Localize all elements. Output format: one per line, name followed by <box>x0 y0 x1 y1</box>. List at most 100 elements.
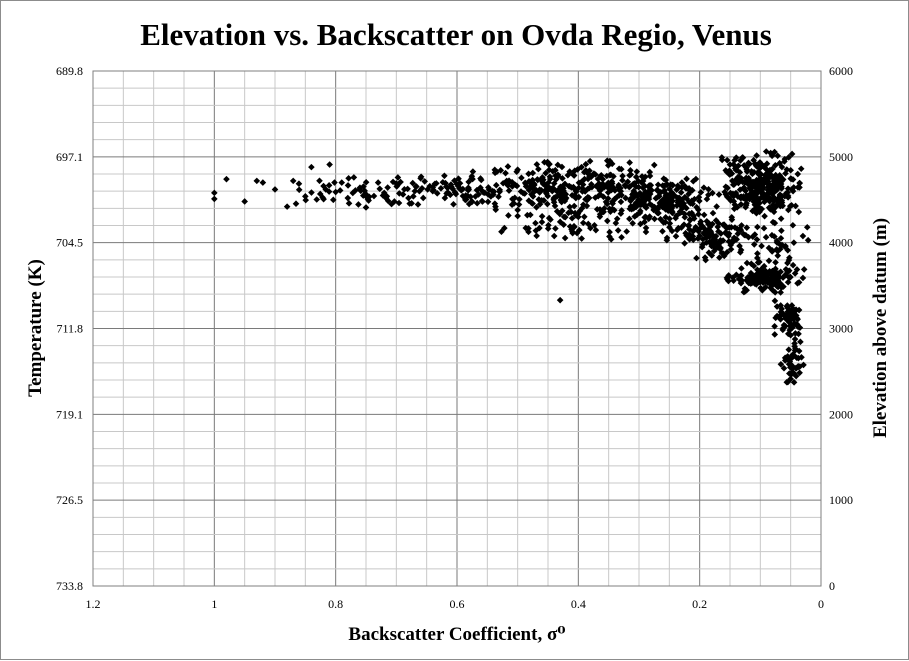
data-point <box>336 187 344 194</box>
data-point <box>302 196 310 204</box>
data-point <box>514 206 521 214</box>
data-point <box>776 192 784 200</box>
data-point <box>473 186 481 194</box>
data-point <box>253 177 261 185</box>
data-point <box>732 165 740 173</box>
data-point <box>725 230 733 237</box>
data-point <box>703 195 711 203</box>
data-point <box>446 191 454 199</box>
data-point <box>617 198 625 206</box>
data-point <box>586 167 593 175</box>
data-point <box>804 236 812 244</box>
data-point <box>754 223 761 231</box>
data-point <box>404 185 411 193</box>
data-point <box>776 312 784 320</box>
data-point <box>525 228 532 236</box>
data-point <box>394 174 402 181</box>
data-point <box>777 315 784 323</box>
data-point <box>729 274 737 281</box>
data-point <box>673 186 680 193</box>
data-point <box>582 195 589 203</box>
data-point <box>559 188 567 195</box>
data-point <box>778 183 785 191</box>
data-point <box>628 205 635 213</box>
data-point <box>754 187 761 194</box>
data-point <box>459 192 467 200</box>
data-point <box>292 200 300 207</box>
data-point <box>787 273 794 281</box>
data-point <box>635 183 643 191</box>
data-point <box>750 156 757 164</box>
data-point <box>450 200 457 208</box>
y-tick-right-label: 4000 <box>829 236 853 250</box>
data-point <box>682 185 690 192</box>
data-point <box>468 175 475 182</box>
data-point <box>713 203 720 210</box>
data-point <box>550 198 558 206</box>
data-point <box>635 196 642 204</box>
data-point <box>722 229 730 236</box>
data-point <box>687 187 695 194</box>
data-point <box>780 364 788 372</box>
data-point <box>535 196 543 203</box>
data-point <box>749 207 756 215</box>
data-point <box>710 233 718 241</box>
data-point <box>728 223 735 231</box>
data-point <box>785 256 793 264</box>
data-point <box>544 225 552 232</box>
data-point <box>741 231 748 239</box>
data-point <box>792 312 800 319</box>
data-point <box>477 175 484 182</box>
data-point <box>295 180 303 187</box>
data-point <box>413 183 420 190</box>
data-point <box>609 205 616 213</box>
data-point <box>472 193 479 200</box>
data-point <box>579 201 587 208</box>
data-point <box>344 182 352 189</box>
data-point <box>672 214 679 222</box>
data-point <box>497 167 505 174</box>
data-point <box>582 160 590 168</box>
data-point <box>499 179 507 187</box>
data-point <box>753 152 760 159</box>
data-point <box>654 186 661 194</box>
data-point <box>352 187 359 194</box>
data-point <box>558 163 566 171</box>
data-point <box>742 164 750 171</box>
data-point <box>755 277 762 285</box>
data-point <box>579 181 587 188</box>
data-point <box>677 189 685 196</box>
data-point <box>718 156 726 164</box>
data-point <box>586 157 594 165</box>
data-point <box>319 194 326 201</box>
data-point <box>542 188 550 196</box>
data-point <box>774 277 782 284</box>
data-point <box>695 193 703 201</box>
data-point <box>329 196 337 204</box>
data-point <box>503 177 511 185</box>
data-point <box>661 194 669 202</box>
data-point <box>295 186 303 194</box>
data-point <box>505 187 513 194</box>
data-point <box>751 201 759 209</box>
data-point <box>781 357 789 364</box>
data-point <box>548 187 556 195</box>
data-point <box>776 159 783 167</box>
data-point <box>692 175 700 183</box>
data-point <box>785 267 793 274</box>
data-point <box>528 190 536 198</box>
data-point <box>524 211 531 219</box>
data-point <box>754 266 761 274</box>
data-point <box>763 170 771 177</box>
data-point <box>728 213 736 221</box>
data-point <box>783 378 791 386</box>
data-point <box>357 187 365 195</box>
data-point <box>742 201 750 209</box>
data-point <box>666 185 673 193</box>
chart-title: Elevation vs. Backscatter on Ovda Regio,… <box>140 17 772 52</box>
data-point <box>395 190 403 197</box>
data-point <box>659 203 667 210</box>
data-point <box>768 248 776 255</box>
data-point <box>776 245 784 253</box>
data-point <box>757 194 765 201</box>
